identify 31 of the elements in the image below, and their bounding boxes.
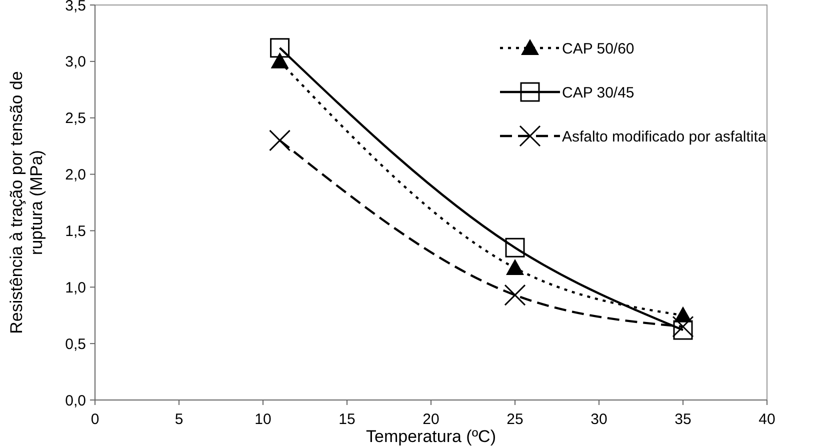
legend-label: CAP 50/60 [562,40,634,58]
y-tick-label: 2,5 [65,110,86,128]
x-tick-label: 0 [90,411,100,428]
y-tick-label: 2,0 [65,166,86,184]
point [504,284,526,306]
x-tick-label: 20 [422,411,440,428]
x-tick-label: 40 [758,411,776,428]
x-tick-label: 5 [174,411,184,428]
point [505,238,525,258]
point [270,52,289,68]
x-tick-label: 30 [590,411,608,428]
x-tick-label: 10 [254,411,272,428]
y-axis-title: Resistência à tração por tensão de ruptura (MPa) [7,71,46,334]
x-axis-title: Temperatura (ºC) [366,427,496,446]
y-tick-label: 3,5 [65,0,86,14]
x-tick-label: 15 [338,411,356,428]
point [674,306,692,322]
x-tick-label: 25 [506,411,524,428]
legend-label: Asfalto modificado por asfaltita [562,128,767,146]
point [672,316,694,338]
point [506,258,524,275]
legend-label: CAP 30/45 [562,84,634,102]
point [673,320,693,340]
point [270,38,290,58]
y-tick-label: 1,0 [65,279,86,296]
y-tick-label: 1,5 [65,222,86,240]
y-tick-label: 0,5 [65,336,86,353]
y-tick-label: 0,0 [65,392,86,410]
x-tick-label: 35 [674,411,692,428]
y-tick-label: 3,0 [65,54,86,71]
point [269,130,291,152]
